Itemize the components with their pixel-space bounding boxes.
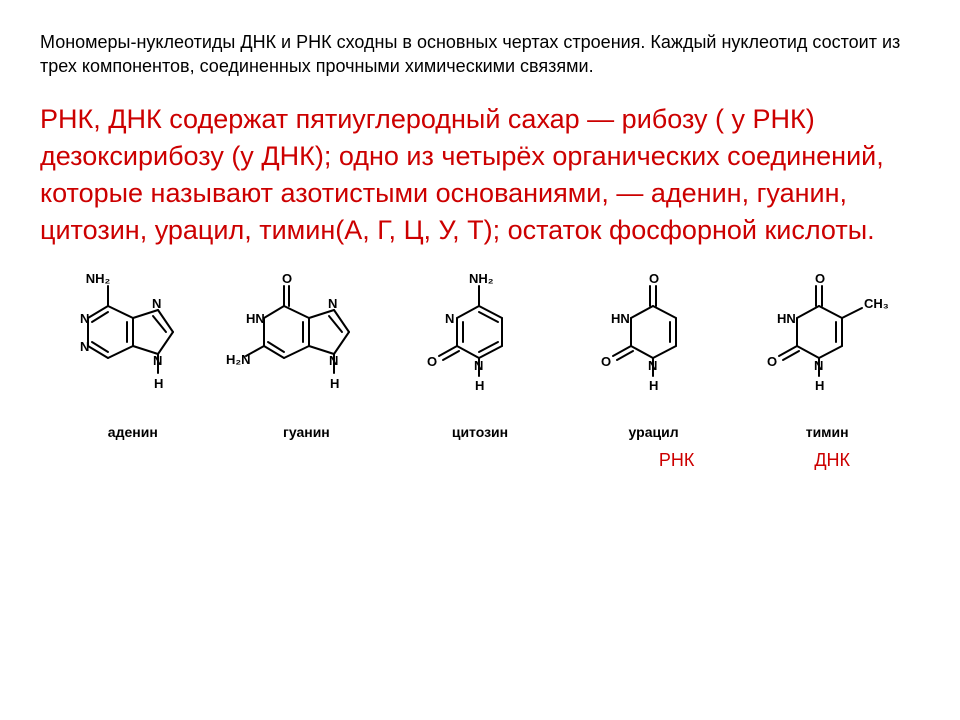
label-adenine: аденин (108, 424, 158, 440)
rna-label: РНК (659, 450, 695, 471)
svg-text:N: N (814, 358, 823, 373)
svg-text:NH₂: NH₂ (86, 271, 111, 286)
svg-text:N: N (153, 353, 162, 368)
structure-guanine: O HN H₂N N N H гуанин (224, 268, 390, 440)
label-uracil: урацил (629, 424, 679, 440)
svg-text:O: O (601, 354, 611, 369)
svg-text:N: N (445, 311, 454, 326)
svg-text:N: N (328, 296, 337, 311)
svg-text:N: N (80, 311, 89, 326)
rna-dna-labels: РНК ДНК (40, 450, 920, 471)
svg-text:HN: HN (246, 311, 265, 326)
svg-text:O: O (427, 354, 437, 369)
svg-text:N: N (474, 358, 483, 373)
svg-text:N: N (648, 358, 657, 373)
svg-text:H₂N: H₂N (226, 352, 251, 367)
svg-text:H: H (330, 376, 339, 391)
svg-text:HN: HN (611, 311, 630, 326)
svg-text:N: N (329, 353, 338, 368)
svg-text:N: N (152, 296, 161, 311)
label-thymine: тимин (806, 424, 849, 440)
label-guanine: гуанин (283, 424, 330, 440)
structure-uracil: O HN O N H урацил (571, 268, 737, 440)
intro-text: Мономеры-нуклеотиды ДНК и РНК сходны в о… (40, 30, 920, 79)
svg-text:H: H (649, 378, 658, 393)
svg-text:O: O (767, 354, 777, 369)
svg-text:O: O (282, 271, 292, 286)
svg-text:H: H (475, 378, 484, 393)
svg-text:HN: HN (777, 311, 796, 326)
main-paragraph: РНК, ДНК содержат пятиуглеродный сахар —… (40, 101, 920, 250)
structure-cytosine: NH₂ N O N H цитозин (397, 268, 563, 440)
structure-adenine: NH₂ N N N N H аденин (50, 268, 216, 440)
svg-text:H: H (154, 376, 163, 391)
svg-text:N: N (80, 339, 89, 354)
svg-text:NH₂: NH₂ (469, 271, 494, 286)
svg-text:CH₃: CH₃ (864, 296, 889, 311)
svg-text:H: H (815, 378, 824, 393)
structure-thymine: O HN O CH₃ N H тимин (744, 268, 910, 440)
chemical-structures-row: NH₂ N N N N H аденин (40, 268, 920, 440)
label-cytosine: цитозин (452, 424, 508, 440)
svg-text:O: O (815, 271, 825, 286)
svg-text:O: O (649, 271, 659, 286)
dna-label: ДНК (814, 450, 850, 471)
